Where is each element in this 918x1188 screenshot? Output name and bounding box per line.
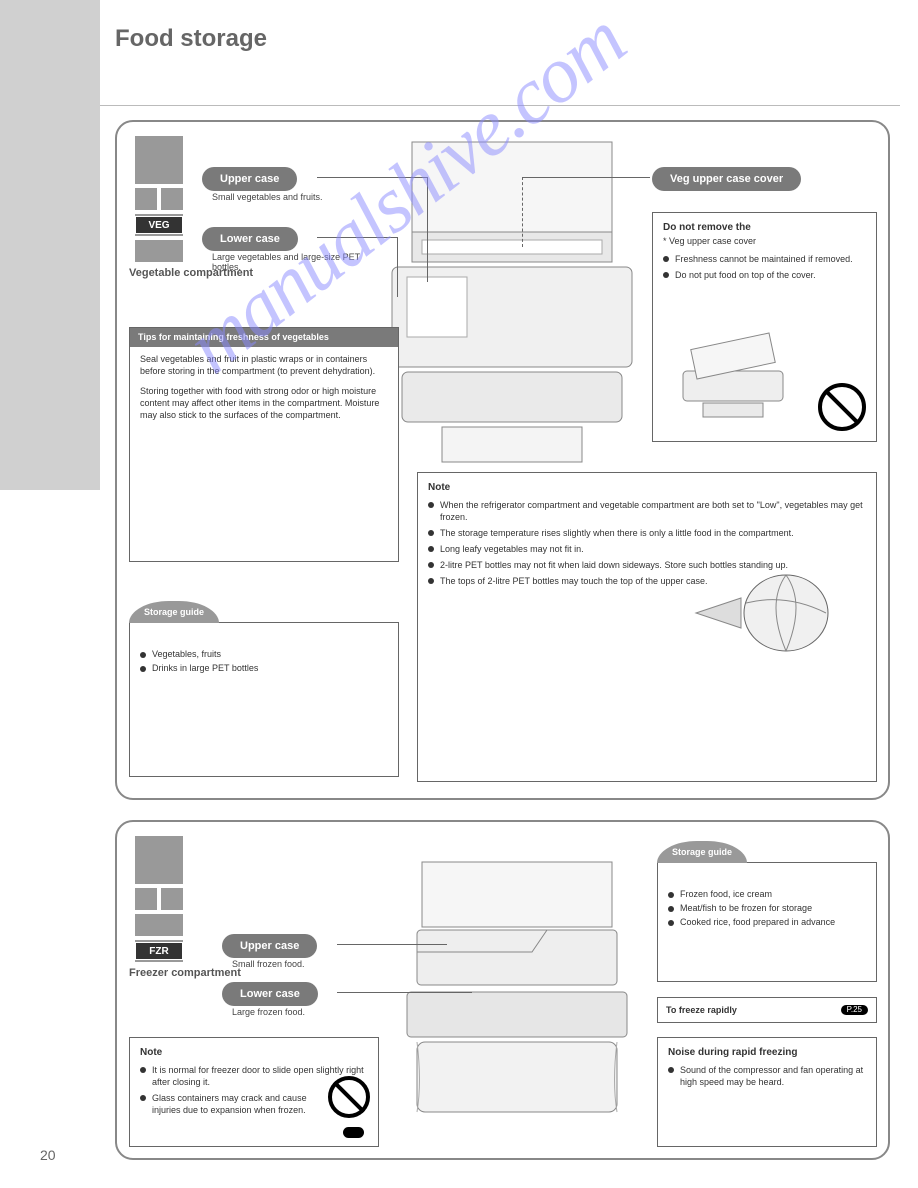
veg-compartment-icon: VEG xyxy=(129,132,189,262)
veg-cover-removal-illustration xyxy=(673,331,813,421)
prohibit-icon xyxy=(328,1076,370,1118)
veg-note-title: Note xyxy=(428,481,866,495)
fzr-noise-body: Sound of the compressor and fan operatin… xyxy=(668,1064,866,1088)
veg-upper-label: Upper case xyxy=(220,173,279,185)
veg-upper-case-pill: Upper case xyxy=(202,167,297,191)
veg-cover-pill: Veg upper case cover xyxy=(652,167,801,191)
sidebar xyxy=(0,0,100,490)
page-number: 20 xyxy=(40,1147,56,1163)
fzr-upper-case-pill: Upper case xyxy=(222,934,317,958)
veg-sg-0: Vegetables, fruits xyxy=(140,649,388,659)
fzr-sg-2: Cooked rice, food prepared in advance xyxy=(668,917,866,927)
fzr-lower-case-pill: Lower case xyxy=(222,982,318,1006)
veg-cover-label: Veg upper case cover xyxy=(670,173,783,185)
veg-caution-title: Do not remove the xyxy=(663,221,866,235)
fzr-note-box: Note It is normal for freezer door to sl… xyxy=(129,1037,379,1147)
header-rule xyxy=(100,105,900,106)
fzr-freeze-link: To freeze rapidly P.25 xyxy=(657,997,877,1023)
fzr-sg-0: Frozen food, ice cream xyxy=(668,889,866,899)
fzr-sg-tab: Storage guide xyxy=(657,841,747,863)
veg-tips-body1: Seal vegetables and fruit in plastic wra… xyxy=(140,353,388,377)
veg-tips-body2: Storing together with food with strong o… xyxy=(140,385,388,421)
veg-storage-guide: Storage guide Vegetables, fruits Drinks … xyxy=(129,622,399,777)
veg-lower-case-pill: Lower case xyxy=(202,227,298,251)
veg-caution-item-0: Freshness cannot be maintained if remove… xyxy=(663,253,866,265)
fzr-note-title: Note xyxy=(140,1046,368,1060)
veg-sg-tab: Storage guide xyxy=(129,601,219,623)
fzr-sg-1: Meat/fish to be frozen for storage xyxy=(668,903,866,913)
veg-tips-title: Tips for maintaining freshness of vegeta… xyxy=(130,328,398,347)
veg-lower-desc: Large vegetables and large-size PET bott… xyxy=(212,252,362,272)
fzr-section-label: Freezer compartment xyxy=(129,967,241,979)
fzr-lower-desc: Large frozen food. xyxy=(232,1007,305,1017)
veg-caution-box: Do not remove the * Veg upper case cover… xyxy=(652,212,877,442)
veg-note-1: The storage temperature rises slightly w… xyxy=(428,527,866,539)
veg-tips-box: Tips for maintaining freshness of vegeta… xyxy=(129,327,399,562)
veg-appliance-illustration xyxy=(382,132,642,472)
fzr-upper-label: Upper case xyxy=(240,940,299,952)
fzr-lower-label: Lower case xyxy=(240,988,300,1000)
veg-caution-sub: * Veg upper case cover xyxy=(663,235,866,247)
veg-sg-1: Drinks in large PET bottles xyxy=(140,663,388,673)
veg-caution-item-1: Do not put food on top of the cover. xyxy=(663,269,866,281)
fzr-note-ref xyxy=(343,1127,364,1138)
fzr-freeze-label: To freeze rapidly xyxy=(666,1004,737,1016)
fzr-upper-desc: Small frozen food. xyxy=(232,959,305,969)
veg-cabbage-illustration xyxy=(686,543,836,663)
fzr-storage-guide: Storage guide Frozen food, ice cream Mea… xyxy=(657,862,877,982)
veg-note-box: Note When the refrigerator compartment a… xyxy=(417,472,877,782)
veg-panel: VEG Vegetable compartment Upper case Sma… xyxy=(115,120,890,800)
fzr-compartment-icon: FZR xyxy=(129,832,189,962)
fzr-freeze-ref: P.25 xyxy=(841,1005,868,1016)
fzr-icon-label: FZR xyxy=(135,942,183,960)
fzr-noise-box: Noise during rapid freezing Sound of the… xyxy=(657,1037,877,1147)
veg-lower-label: Lower case xyxy=(220,233,280,245)
prohibit-icon xyxy=(818,383,866,431)
fzr-panel: FZR Freezer compartment Upper case Small… xyxy=(115,820,890,1160)
fzr-noise-title: Noise during rapid freezing xyxy=(668,1046,866,1060)
veg-icon-label: VEG xyxy=(135,216,183,234)
veg-note-0: When the refrigerator compartment and ve… xyxy=(428,499,866,523)
page-title: Food storage xyxy=(115,25,267,53)
veg-upper-desc: Small vegetables and fruits. xyxy=(212,192,362,202)
